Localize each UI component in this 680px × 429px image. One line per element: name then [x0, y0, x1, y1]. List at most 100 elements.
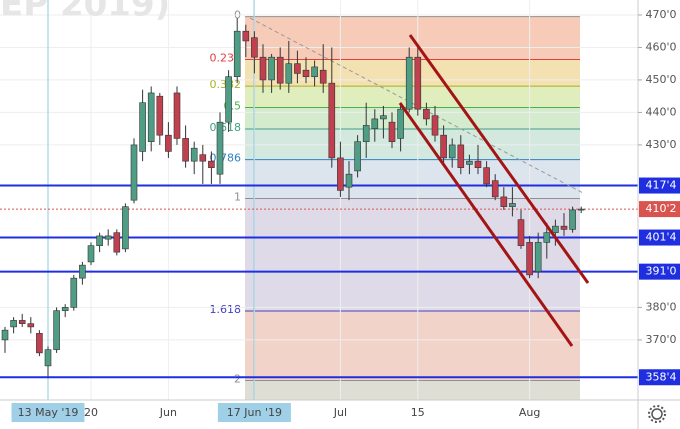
- settings-icon-teeth[interactable]: [648, 405, 666, 423]
- candle-body: [79, 264, 86, 279]
- candle-body: [199, 154, 207, 162]
- candle-body: [405, 56, 413, 110]
- fib-band: [245, 380, 580, 400]
- candle-body: [457, 144, 465, 168]
- fib-label: 1.618: [210, 303, 242, 316]
- candle-body: [474, 160, 482, 168]
- level-label-box: [639, 177, 680, 194]
- candle-body: [156, 95, 164, 136]
- candle-body: [70, 277, 78, 308]
- candle-body: [388, 121, 396, 142]
- candle-body: [337, 157, 344, 191]
- candle-body: [242, 30, 250, 42]
- x-tick-label: 17 Jun '19: [227, 406, 282, 419]
- candle-body: [328, 82, 336, 159]
- candle-body: [122, 206, 129, 250]
- candle-body: [354, 141, 361, 172]
- candle-body: [577, 208, 585, 211]
- candle-body: [302, 69, 310, 77]
- candle-body: [87, 245, 95, 263]
- candle-body: [233, 30, 241, 77]
- candle-body: [27, 323, 35, 328]
- candle-body: [414, 56, 422, 110]
- y-tick-label: 450'0: [645, 73, 676, 86]
- fib-label: 0.382: [210, 78, 242, 91]
- candle-body: [552, 225, 559, 233]
- candle-body: [380, 115, 387, 120]
- x-label-highlight: [11, 403, 85, 422]
- candle-body: [448, 144, 456, 159]
- candle-body: [268, 56, 275, 81]
- axis-layer: 470'0 460'0 450'0 440'0 430'0 380'0 370'0 13 Ma…: [11, 8, 680, 422]
- fib-label: 0.236: [210, 52, 242, 65]
- candle-body: [190, 147, 198, 162]
- y-tick-label: 440'0: [645, 105, 676, 118]
- candle-body: [251, 37, 258, 58]
- candle-body: [371, 118, 379, 129]
- channel-line: [408, 34, 590, 284]
- x-tick-label: 13 May '19: [18, 406, 79, 419]
- candle-body: [517, 219, 525, 246]
- candle-body: [440, 134, 447, 159]
- candle-body: [397, 108, 404, 139]
- x-tick-label: Jul: [333, 406, 347, 419]
- candle-body: [569, 209, 576, 230]
- candle-body: [362, 125, 370, 142]
- level-label: 410'2: [645, 202, 676, 215]
- level-label-box: [639, 229, 680, 246]
- candle-body: [483, 167, 490, 185]
- candle-body: [53, 310, 60, 350]
- candle-body: [1, 329, 9, 341]
- level-label-box: [639, 263, 680, 280]
- fib-band: [245, 198, 580, 311]
- candle-body: [491, 180, 499, 198]
- candle-body: [61, 307, 69, 311]
- level-label: 391'0: [645, 265, 676, 278]
- channel-line: [398, 102, 574, 347]
- candle-body: [534, 242, 542, 272]
- candle-body: [165, 134, 172, 152]
- candle-body: [182, 138, 189, 162]
- candle-body: [139, 102, 146, 152]
- settings-icon[interactable]: [648, 405, 666, 423]
- candle-body: [44, 349, 52, 367]
- y-tick-label: 470'0: [645, 8, 676, 21]
- candle-body: [216, 121, 224, 175]
- candle-body: [18, 320, 26, 324]
- watermark: EP 2019): [0, 0, 170, 25]
- x-tick-label: 20: [84, 406, 98, 419]
- candle-body: [104, 235, 112, 240]
- candle-body: [225, 76, 232, 123]
- candle-body: [208, 160, 215, 168]
- candle-body: [500, 196, 508, 207]
- fib-label: 1: [234, 191, 241, 204]
- candle-body: [130, 144, 138, 201]
- settings-icon-ring[interactable]: [651, 408, 663, 420]
- x-tick-label: Aug: [519, 406, 540, 419]
- candle-body: [285, 63, 293, 84]
- candle-body: [259, 56, 267, 81]
- candle-body: [96, 235, 103, 246]
- y-tick-label: 430'0: [645, 138, 676, 151]
- fib-band: [245, 129, 580, 160]
- level-label: 417'4: [645, 179, 676, 192]
- candle-body: [543, 232, 551, 243]
- fib-label: 2: [234, 373, 241, 386]
- x-tick-label: 15: [411, 406, 425, 419]
- candle-body: [526, 242, 533, 276]
- candle-body: [560, 225, 568, 230]
- candle-body: [345, 173, 353, 188]
- candle-body: [319, 69, 327, 84]
- candle-body: [294, 63, 301, 74]
- candle-body: [10, 320, 17, 328]
- fib-label: 0.618: [210, 121, 242, 134]
- y-tick-label: 460'0: [645, 40, 676, 53]
- level-label: 358'4: [645, 370, 676, 383]
- candle-body: [113, 232, 121, 253]
- candles: [1, 18, 585, 378]
- candle-body: [276, 56, 284, 84]
- candle-body: [311, 66, 318, 77]
- x-tick-label: Jun: [159, 406, 177, 419]
